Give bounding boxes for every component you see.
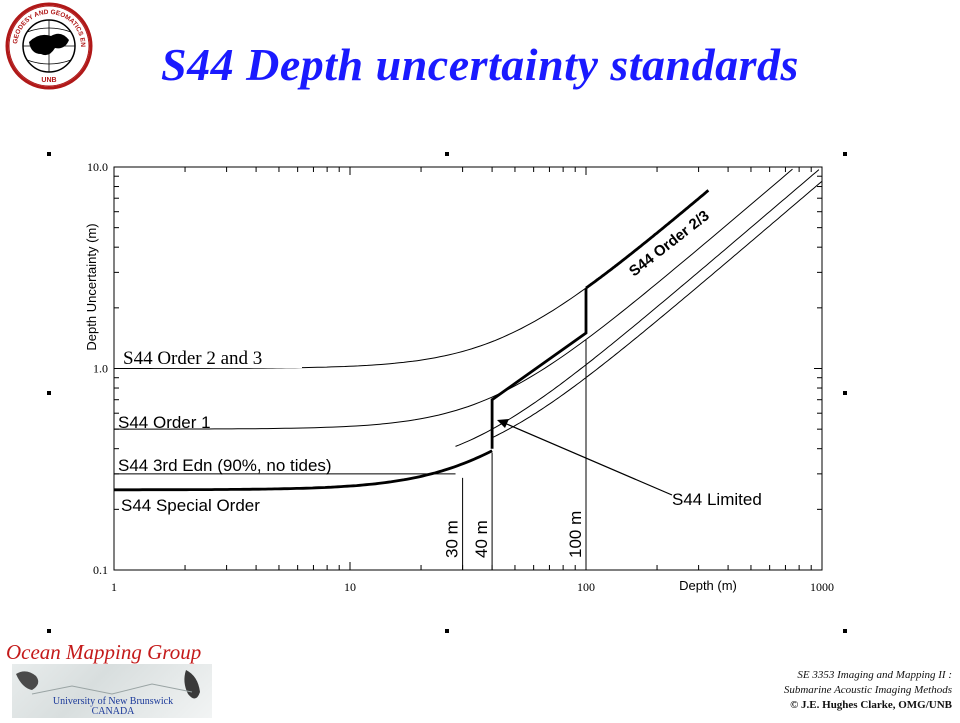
- y-tick-label: 10.0: [87, 160, 108, 174]
- limited-arrow: [501, 421, 673, 496]
- ocean-mapping-logo-image: [12, 664, 212, 718]
- logo-text-bottom: UNB: [41, 77, 56, 84]
- axis-tick-labels: 1 10 100 1000 0.1 1.0 10.0: [87, 160, 834, 594]
- x-tick-label: 100: [577, 580, 595, 594]
- course-info: SE 3353 Imaging and Mapping II : Submari…: [784, 668, 952, 698]
- series-line: [114, 449, 493, 492]
- series-line: [491, 180, 823, 439]
- series-label: S44 Limited: [672, 490, 762, 509]
- series-label: S44 3rd Edn (90%, no tides): [118, 456, 332, 475]
- selection-handle: [445, 152, 449, 156]
- series-label: S44 Order 2 and 3: [123, 348, 262, 369]
- selection-handle: [47, 152, 51, 156]
- depth-markers: 30 m 40 m 100 m: [443, 339, 587, 570]
- slide-title: S44 Depth uncertainty standards: [161, 39, 799, 90]
- x-tick-label: 1000: [810, 580, 834, 594]
- x-axis-label: Depth (m): [679, 578, 737, 593]
- selection-handle: [47, 629, 51, 633]
- y-axis-label: Depth Uncertainty (m): [84, 223, 99, 350]
- x-tick-label: 10: [344, 580, 356, 594]
- copyright-notice: © J.E. Hughes Clarke, OMG/UNB: [790, 699, 952, 711]
- selection-handle: [445, 629, 449, 633]
- series-line: [585, 189, 710, 290]
- unb-geomatics-logo: GEODESY AND GEOMATICS ENGINEERING UNB: [2, 0, 93, 90]
- limited-arrowhead: [497, 419, 509, 428]
- series-line: [455, 169, 820, 447]
- omg-university-text: University of New Brunswick CANADA: [38, 697, 188, 717]
- y-tick-label: 0.1: [93, 563, 108, 577]
- selection-handle: [843, 391, 847, 395]
- series-line: [114, 232, 658, 369]
- x-tick-label: 1: [111, 580, 117, 594]
- label-background: [119, 346, 302, 368]
- selection-handle: [843, 629, 847, 633]
- omg-university: University of New Brunswick: [52, 696, 174, 707]
- series-line: [490, 288, 588, 449]
- y-tick-label: 1.0: [93, 362, 108, 376]
- series-labels: S44 Order 2 and 3 S44 Order 1 S44 3rd Edn …: [118, 207, 762, 515]
- series-line: [114, 168, 793, 430]
- depth-marker-label: 100 m: [566, 511, 585, 558]
- series-label: S44 Order 2/3: [626, 207, 713, 280]
- selection-handle: [47, 391, 51, 395]
- course-line-2: Submarine Acoustic Imaging Methods: [783, 684, 952, 696]
- depth-marker-label: 30 m: [443, 520, 462, 558]
- series-lines: [114, 168, 823, 492]
- depth-marker-label: 40 m: [472, 520, 491, 558]
- course-line-1: SE 3353 Imaging and Mapping II :: [797, 669, 952, 681]
- selection-handle: [843, 152, 847, 156]
- depth-uncertainty-chart: 1 10 100 1000 0.1 1.0 10.0 30 m 40 m 100 m Depth…: [84, 160, 834, 594]
- omg-country: CANADA: [91, 706, 135, 717]
- ocean-mapping-group-title: Ocean Mapping Group: [6, 640, 202, 664]
- series-label: S44 Order 1: [118, 413, 211, 432]
- series-label: S44 Special Order: [121, 496, 260, 515]
